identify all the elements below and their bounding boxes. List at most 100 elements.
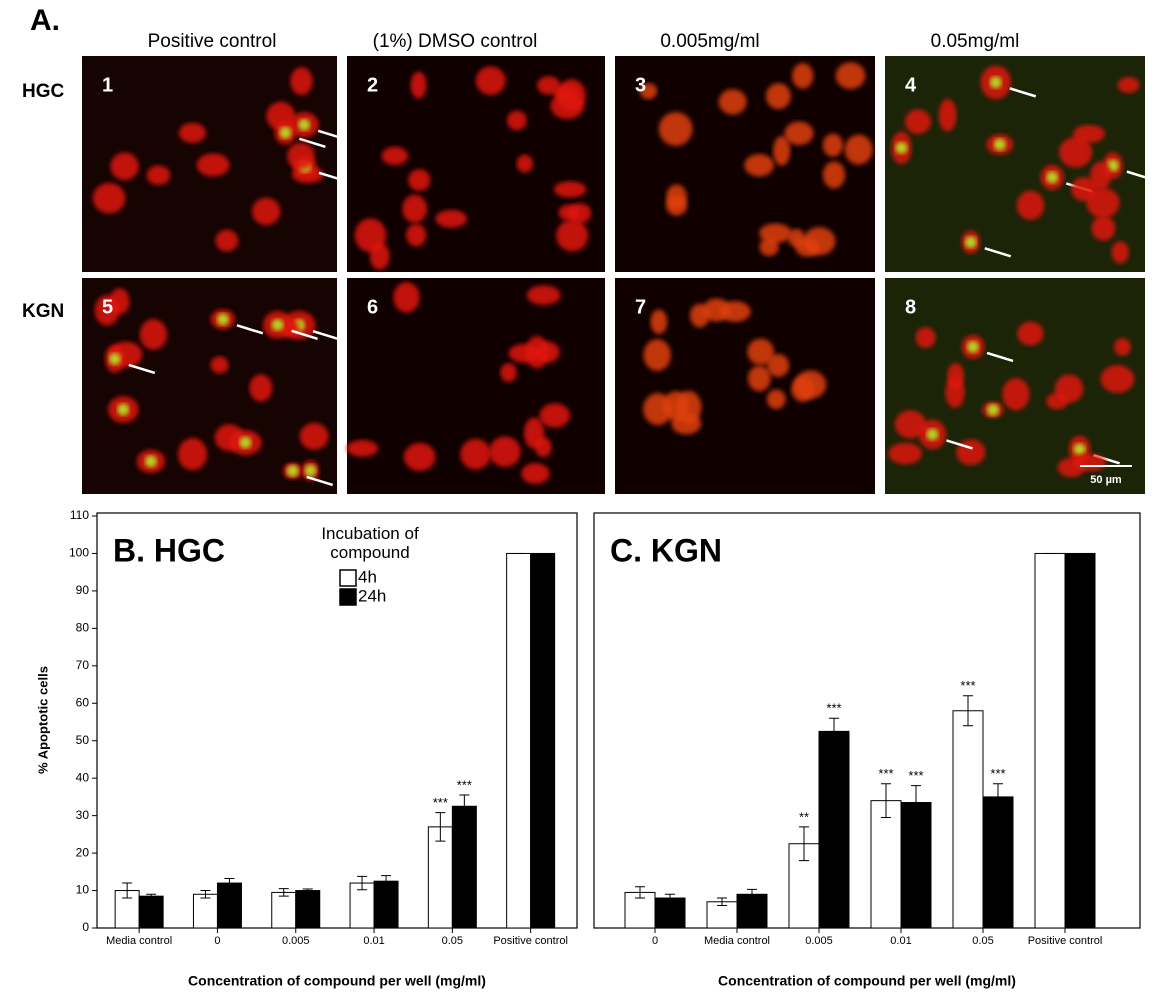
cell (567, 203, 592, 224)
chart-frame (96, 512, 578, 929)
cell (1114, 338, 1131, 356)
cell (767, 353, 790, 377)
cell (215, 229, 239, 252)
bar (349, 882, 375, 929)
x-tick-label-box: 0.01 (890, 935, 911, 947)
y-tick-label: 20 (76, 845, 90, 859)
arrow (298, 137, 326, 148)
x-tick-label-box: Media control (704, 935, 770, 947)
y-tick-label: 0 (82, 920, 89, 934)
cells (94, 288, 340, 487)
legend-label: 24h (358, 586, 386, 605)
error-bar (717, 897, 727, 907)
nucleus (993, 138, 1006, 151)
cell (489, 436, 521, 468)
cell (822, 133, 844, 157)
error-bar (829, 717, 839, 745)
significance-label: ** (799, 809, 809, 824)
significance-label: *** (433, 795, 448, 810)
cell (765, 83, 791, 110)
cell (1073, 124, 1105, 143)
cell (249, 374, 273, 402)
cell (381, 146, 409, 166)
error-bar (799, 826, 809, 862)
cell (894, 410, 927, 439)
nucleus (298, 118, 311, 131)
x-tick-label-box: 0.01 (363, 935, 384, 947)
bar (192, 893, 218, 929)
bar (451, 805, 477, 929)
cell (526, 285, 561, 306)
error-bar (665, 893, 675, 903)
arrow (312, 329, 340, 341)
cell (475, 66, 506, 96)
cell (689, 303, 710, 328)
cell (556, 219, 589, 252)
significance-label: *** (908, 768, 923, 783)
cells (346, 282, 571, 485)
column-header: 0.005mg/ml (660, 31, 759, 52)
bar (373, 880, 399, 929)
cell (94, 295, 120, 326)
y-axis-label: % Apoptotic cells (35, 666, 50, 774)
bar (530, 552, 556, 929)
arrow (946, 439, 973, 450)
arrow (291, 329, 318, 341)
row-label: HGC (22, 81, 65, 102)
nucleus (239, 436, 252, 449)
cell (744, 153, 774, 177)
cell (915, 327, 936, 349)
cell (402, 194, 428, 224)
bar (216, 882, 242, 929)
error-bar (122, 882, 133, 899)
y-tick-label: 80 (76, 621, 90, 635)
cell (210, 356, 229, 374)
column-header: (1%) DMSO control (373, 31, 538, 52)
x-tick-label-box: 0.005 (805, 935, 833, 947)
error-bar (381, 875, 392, 888)
arrow (1009, 87, 1037, 98)
image-number: 2 (367, 74, 378, 96)
x-axis-label: Concentration of compound per well (mg/m… (188, 973, 486, 989)
nucleus (966, 340, 979, 353)
bar (706, 901, 738, 929)
cell (835, 62, 866, 90)
cell (1059, 137, 1093, 168)
legend-label: 4h (358, 567, 377, 586)
nucleus (1106, 159, 1119, 172)
error-bar (146, 893, 157, 899)
cell (393, 282, 420, 313)
cell (1017, 321, 1044, 346)
legend-swatch (339, 569, 357, 587)
error-bar (963, 695, 973, 727)
cell (410, 71, 427, 99)
column-header: 0.05mg/ml (931, 31, 1020, 52)
nucleus (989, 76, 1002, 89)
cell (1090, 161, 1112, 190)
cell (406, 223, 427, 247)
cell (146, 165, 171, 186)
cell (435, 209, 468, 228)
x-tick-label: 0.005 (281, 935, 310, 947)
cell (1100, 365, 1135, 393)
error-bar (200, 890, 211, 899)
cell (403, 442, 436, 472)
cell (1054, 374, 1084, 403)
arrow (318, 171, 346, 182)
image-number: 5 (102, 296, 113, 318)
x-tick-label-box: 0 (214, 935, 220, 947)
cell (535, 437, 552, 458)
bar (506, 552, 532, 929)
chart-title: C. KGN (610, 532, 722, 568)
cell (1073, 453, 1107, 472)
cell (178, 437, 208, 471)
y-tick-label: 90 (76, 583, 90, 597)
error-bar (278, 888, 289, 897)
cell (747, 338, 775, 365)
cell (1002, 378, 1030, 411)
row-label: KGN (22, 301, 64, 322)
significance-label: *** (960, 678, 975, 693)
cells (643, 298, 827, 435)
bar (818, 730, 850, 929)
error-bar (357, 875, 368, 891)
